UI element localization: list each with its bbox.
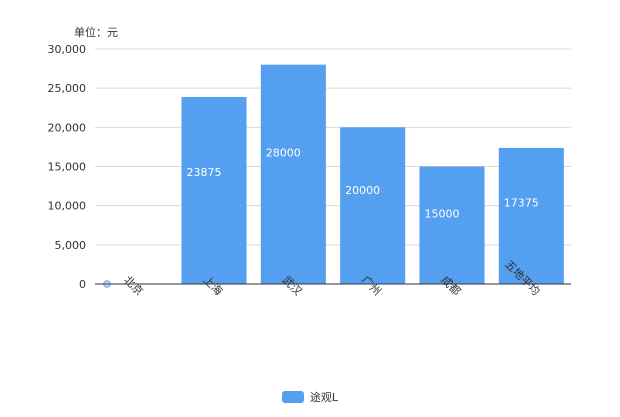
unit-label: 单位：元 <box>74 26 118 39</box>
y-tick-label: 15,000 <box>48 161 87 174</box>
y-tick-label: 20,000 <box>48 121 87 134</box>
data-label: 20000 <box>345 184 380 197</box>
bar <box>340 127 406 284</box>
legend-swatch <box>281 391 304 403</box>
bar <box>181 96 247 285</box>
x-tick-label: 北京 <box>121 273 146 298</box>
y-tick-label: 25,000 <box>48 82 87 95</box>
bar <box>260 64 326 285</box>
data-label: 28000 <box>266 146 301 159</box>
legend[interactable]: 途观L <box>0 389 620 405</box>
y-tick-label: 10,000 <box>48 200 87 213</box>
bar <box>419 166 485 284</box>
bar <box>498 147 564 284</box>
legend-label: 途观L <box>309 391 339 404</box>
y-tick-label: 30,000 <box>48 43 87 56</box>
y-tick-label: 0 <box>79 278 86 291</box>
data-label: 23875 <box>186 166 221 179</box>
data-label: 15000 <box>424 208 459 221</box>
data-label: 0 <box>105 282 109 289</box>
y-tick-label: 5,000 <box>55 239 87 252</box>
data-label: 17375 <box>504 196 539 209</box>
